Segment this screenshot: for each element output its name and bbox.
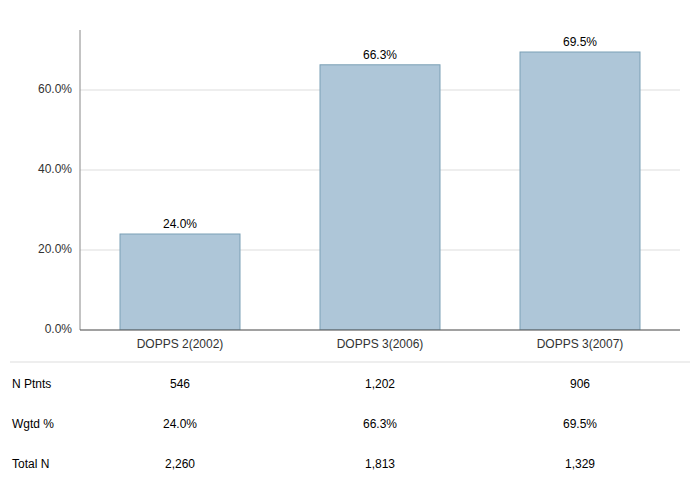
x-tick-label: DOPPS 2(2002) <box>137 337 224 351</box>
table-row-label: Wgtd % <box>12 417 54 431</box>
chart-container: 0.0% 20.0% 40.0% 60.0% 24.0% 66.3% 69.5% DOPPS … <box>0 0 700 500</box>
y-tick-label: 0.0% <box>45 322 73 336</box>
y-tick-label: 40.0% <box>38 162 72 176</box>
grid-line <box>80 330 680 331</box>
table-separator <box>10 362 690 363</box>
table-cell: 2,260 <box>165 457 195 471</box>
data-label: 24.0% <box>163 217 197 231</box>
table-cell: 546 <box>170 377 190 391</box>
table-cell: 69.5% <box>563 417 597 431</box>
data-label: 66.3% <box>363 48 397 62</box>
table-cell: 1,329 <box>565 457 595 471</box>
x-tick-label: DOPPS 3(2007) <box>537 337 624 351</box>
chart-svg: 0.0% 20.0% 40.0% 60.0% 24.0% 66.3% 69.5% DOPPS … <box>0 0 700 500</box>
y-axis-line <box>80 30 81 330</box>
table-cell: 1,202 <box>365 377 395 391</box>
table-cell: 66.3% <box>363 417 397 431</box>
bar <box>520 52 640 330</box>
table: N Ptnts Wgtd % Total N 546 1,202 906 24.0% 66.3… <box>10 362 690 471</box>
data-label: 69.5% <box>563 35 597 49</box>
y-tick-label: 20.0% <box>38 242 72 256</box>
table-cell: 24.0% <box>163 417 197 431</box>
table-row-label: Total N <box>12 457 49 471</box>
bar <box>120 234 240 330</box>
x-axis-line <box>80 330 680 331</box>
y-tick-label: 60.0% <box>38 82 72 96</box>
bar <box>320 65 440 330</box>
x-tick-label: DOPPS 3(2006) <box>337 337 424 351</box>
table-cell: 906 <box>570 377 590 391</box>
table-cell: 1,813 <box>365 457 395 471</box>
bars <box>120 52 640 330</box>
table-row-label: N Ptnts <box>12 377 51 391</box>
